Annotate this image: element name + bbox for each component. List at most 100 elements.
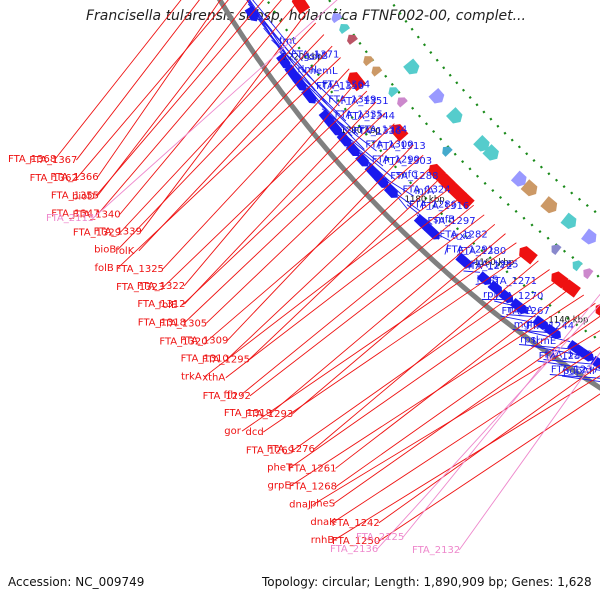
forward-gene-arrow — [520, 179, 538, 197]
forward-label-leader — [475, 281, 491, 285]
tick-mark — [585, 203, 589, 208]
forward-gene-label: FTA_1324 — [402, 185, 450, 196]
reverse-label-leader — [334, 375, 600, 541]
tick-mark — [440, 212, 444, 216]
forward-gene-arrow — [581, 228, 597, 245]
tick-mark — [510, 138, 514, 142]
tick-mark — [562, 185, 566, 189]
reverse-label-leader — [225, 195, 464, 379]
tick-mark — [429, 50, 433, 55]
tick-mark — [439, 137, 443, 141]
tick-mark — [432, 129, 436, 134]
tick-mark — [577, 197, 582, 201]
accession-text: Accession: NC_009749 — [8, 575, 145, 589]
reverse-gene-label: dcd — [245, 427, 263, 438]
tick-mark — [343, 107, 347, 111]
forward-gene-label: FTA_1267 — [502, 306, 550, 317]
reverse-gene-label: folB — [95, 263, 114, 274]
forward-label-leader — [367, 162, 402, 195]
tick-mark — [336, 99, 340, 103]
tick-mark — [517, 145, 521, 149]
reverse-label-leader — [205, 133, 405, 324]
forward-gene-arrow — [510, 170, 527, 187]
forward-label-leader — [531, 345, 594, 359]
tick-mark — [297, 46, 301, 50]
forward-gene-label: FTA_1291 — [446, 245, 494, 256]
forward-label-leader — [248, 0, 279, 47]
tick-mark — [424, 122, 429, 126]
reverse-gene-arrow — [551, 244, 562, 256]
reverse-gene-arrow — [572, 260, 583, 272]
forward-label-leader — [287, 62, 347, 122]
forward-label-leader — [348, 141, 396, 180]
rna-label-leader — [458, 352, 600, 551]
reverse-gene-label: FTA_1362 — [30, 173, 78, 184]
tick-mark — [530, 223, 534, 227]
tick-mark — [390, 82, 394, 86]
reverse-label-leader — [119, 0, 300, 215]
reverse-gene-label: FTA_1310 — [181, 354, 229, 365]
tick-mark — [285, 28, 289, 32]
forward-gene-label: mglB — [514, 320, 540, 331]
tick-mark — [416, 35, 420, 39]
tick-mark — [538, 230, 542, 234]
forward-gene-label: FTA_1336 — [353, 126, 401, 137]
tick-mark — [539, 165, 543, 169]
forward-gene-label: FTA_1285 — [470, 260, 518, 271]
forward-gene-arrow — [428, 87, 445, 104]
tick-mark — [350, 116, 354, 120]
rna-label-leader — [92, 0, 338, 219]
tick-mark — [392, 3, 396, 7]
forward-gene-arrow — [446, 107, 463, 124]
tick-mark — [525, 152, 529, 156]
forward-gene-label: sufB — [433, 215, 455, 226]
forward-label-leader — [295, 74, 359, 135]
forward-gene-arrow — [473, 135, 490, 152]
tick-mark — [442, 66, 446, 70]
forward-label-leader — [358, 152, 390, 182]
reverse-gene-arrow — [583, 268, 594, 280]
reverse-label-leader — [292, 269, 550, 451]
tick-mark — [546, 236, 550, 240]
reverse-label-leader — [290, 277, 562, 468]
forward-label-leader — [416, 214, 427, 227]
reverse-label-leader — [181, 112, 386, 306]
tick-mark — [562, 249, 567, 253]
tick-mark — [393, 165, 398, 169]
tick-mark — [417, 114, 422, 118]
reverse-gene-label: FTA_1250 — [332, 536, 380, 547]
tick-mark — [461, 160, 465, 164]
tick-mark — [386, 157, 390, 161]
rna-gene-label: FTA_2136 — [330, 544, 378, 555]
forward-label-leader — [506, 314, 536, 318]
reverse-gene-label: ffh — [223, 390, 236, 401]
reverse-gene-label: FTA_1325 — [116, 264, 164, 275]
tick-mark — [310, 64, 314, 68]
tick-mark — [489, 117, 493, 121]
genome-summary-text: Topology: circular; Length: 1,890,909 bp… — [262, 575, 592, 589]
coordinate-tick-rings — [267, 0, 600, 339]
tick-mark — [482, 110, 486, 114]
tick-mark — [334, 7, 338, 12]
reverse-gene-label: bioD — [72, 191, 95, 202]
reverse-label-leader — [335, 302, 596, 487]
reverse-gene-label: FTA_1309 — [180, 335, 228, 346]
forward-gene-arrow — [413, 214, 431, 231]
forward-gene-arrow — [590, 355, 600, 370]
forward-gene-arrow — [284, 64, 301, 83]
forward-label-leader — [426, 224, 439, 240]
reverse-label-leader — [98, 0, 282, 214]
forward-gene-label: rlmL — [298, 65, 321, 76]
forward-gene-label: FTA_1270 — [495, 291, 543, 302]
reverse-gene-label: pheT — [267, 462, 293, 473]
forward-label-leader — [561, 375, 600, 383]
forward-gene-label: FTA_1316 — [421, 201, 469, 212]
reverse-label-leader — [312, 330, 600, 506]
reverse-label-leader — [97, 0, 221, 178]
forward-gene-arrow — [578, 347, 594, 362]
tick-mark — [448, 73, 452, 77]
reverse-gene-label: FTA_1305 — [159, 318, 207, 329]
forward-gene-arrow — [327, 120, 343, 136]
reverse-label-leader — [184, 123, 395, 323]
